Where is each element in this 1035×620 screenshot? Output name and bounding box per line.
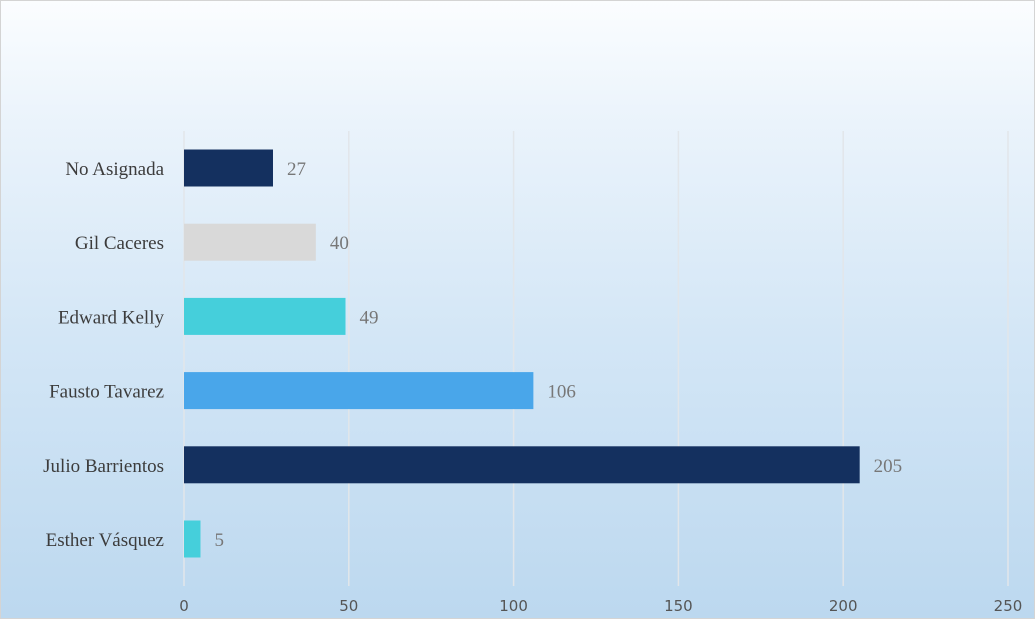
bar: [184, 372, 534, 410]
data-label: 40: [330, 233, 349, 254]
category-label: Fausto Tavarez: [49, 382, 164, 403]
bar: [184, 297, 346, 335]
x-tick-label: 50: [339, 597, 358, 615]
data-label: 27: [287, 159, 306, 180]
x-tick-label: 150: [664, 597, 693, 615]
category-label: Julio Barrientos: [43, 456, 164, 477]
bar: [184, 446, 860, 484]
gridlines: [183, 131, 1009, 586]
category-label: No Asignada: [65, 159, 164, 180]
bar: [184, 223, 316, 261]
bar: [184, 149, 273, 187]
labels: 0 50 100 150 200 250 No Asignada 27 Gil Caceres 4…: [43, 159, 1022, 615]
data-label: 205: [874, 456, 903, 477]
data-label: 106: [547, 382, 576, 403]
bars: [184, 149, 860, 558]
x-tick-label: 0: [179, 597, 189, 615]
data-label: 49: [360, 307, 379, 328]
data-label: 5: [214, 530, 224, 551]
x-tick-label: 250: [994, 597, 1023, 615]
category-label: Edward Kelly: [58, 307, 165, 328]
category-label: Gil Caceres: [75, 233, 164, 254]
bar: [184, 520, 201, 558]
x-tick-label: 200: [829, 597, 858, 615]
category-label: Esther Vásquez: [46, 530, 164, 551]
x-tick-label: 100: [499, 597, 528, 615]
